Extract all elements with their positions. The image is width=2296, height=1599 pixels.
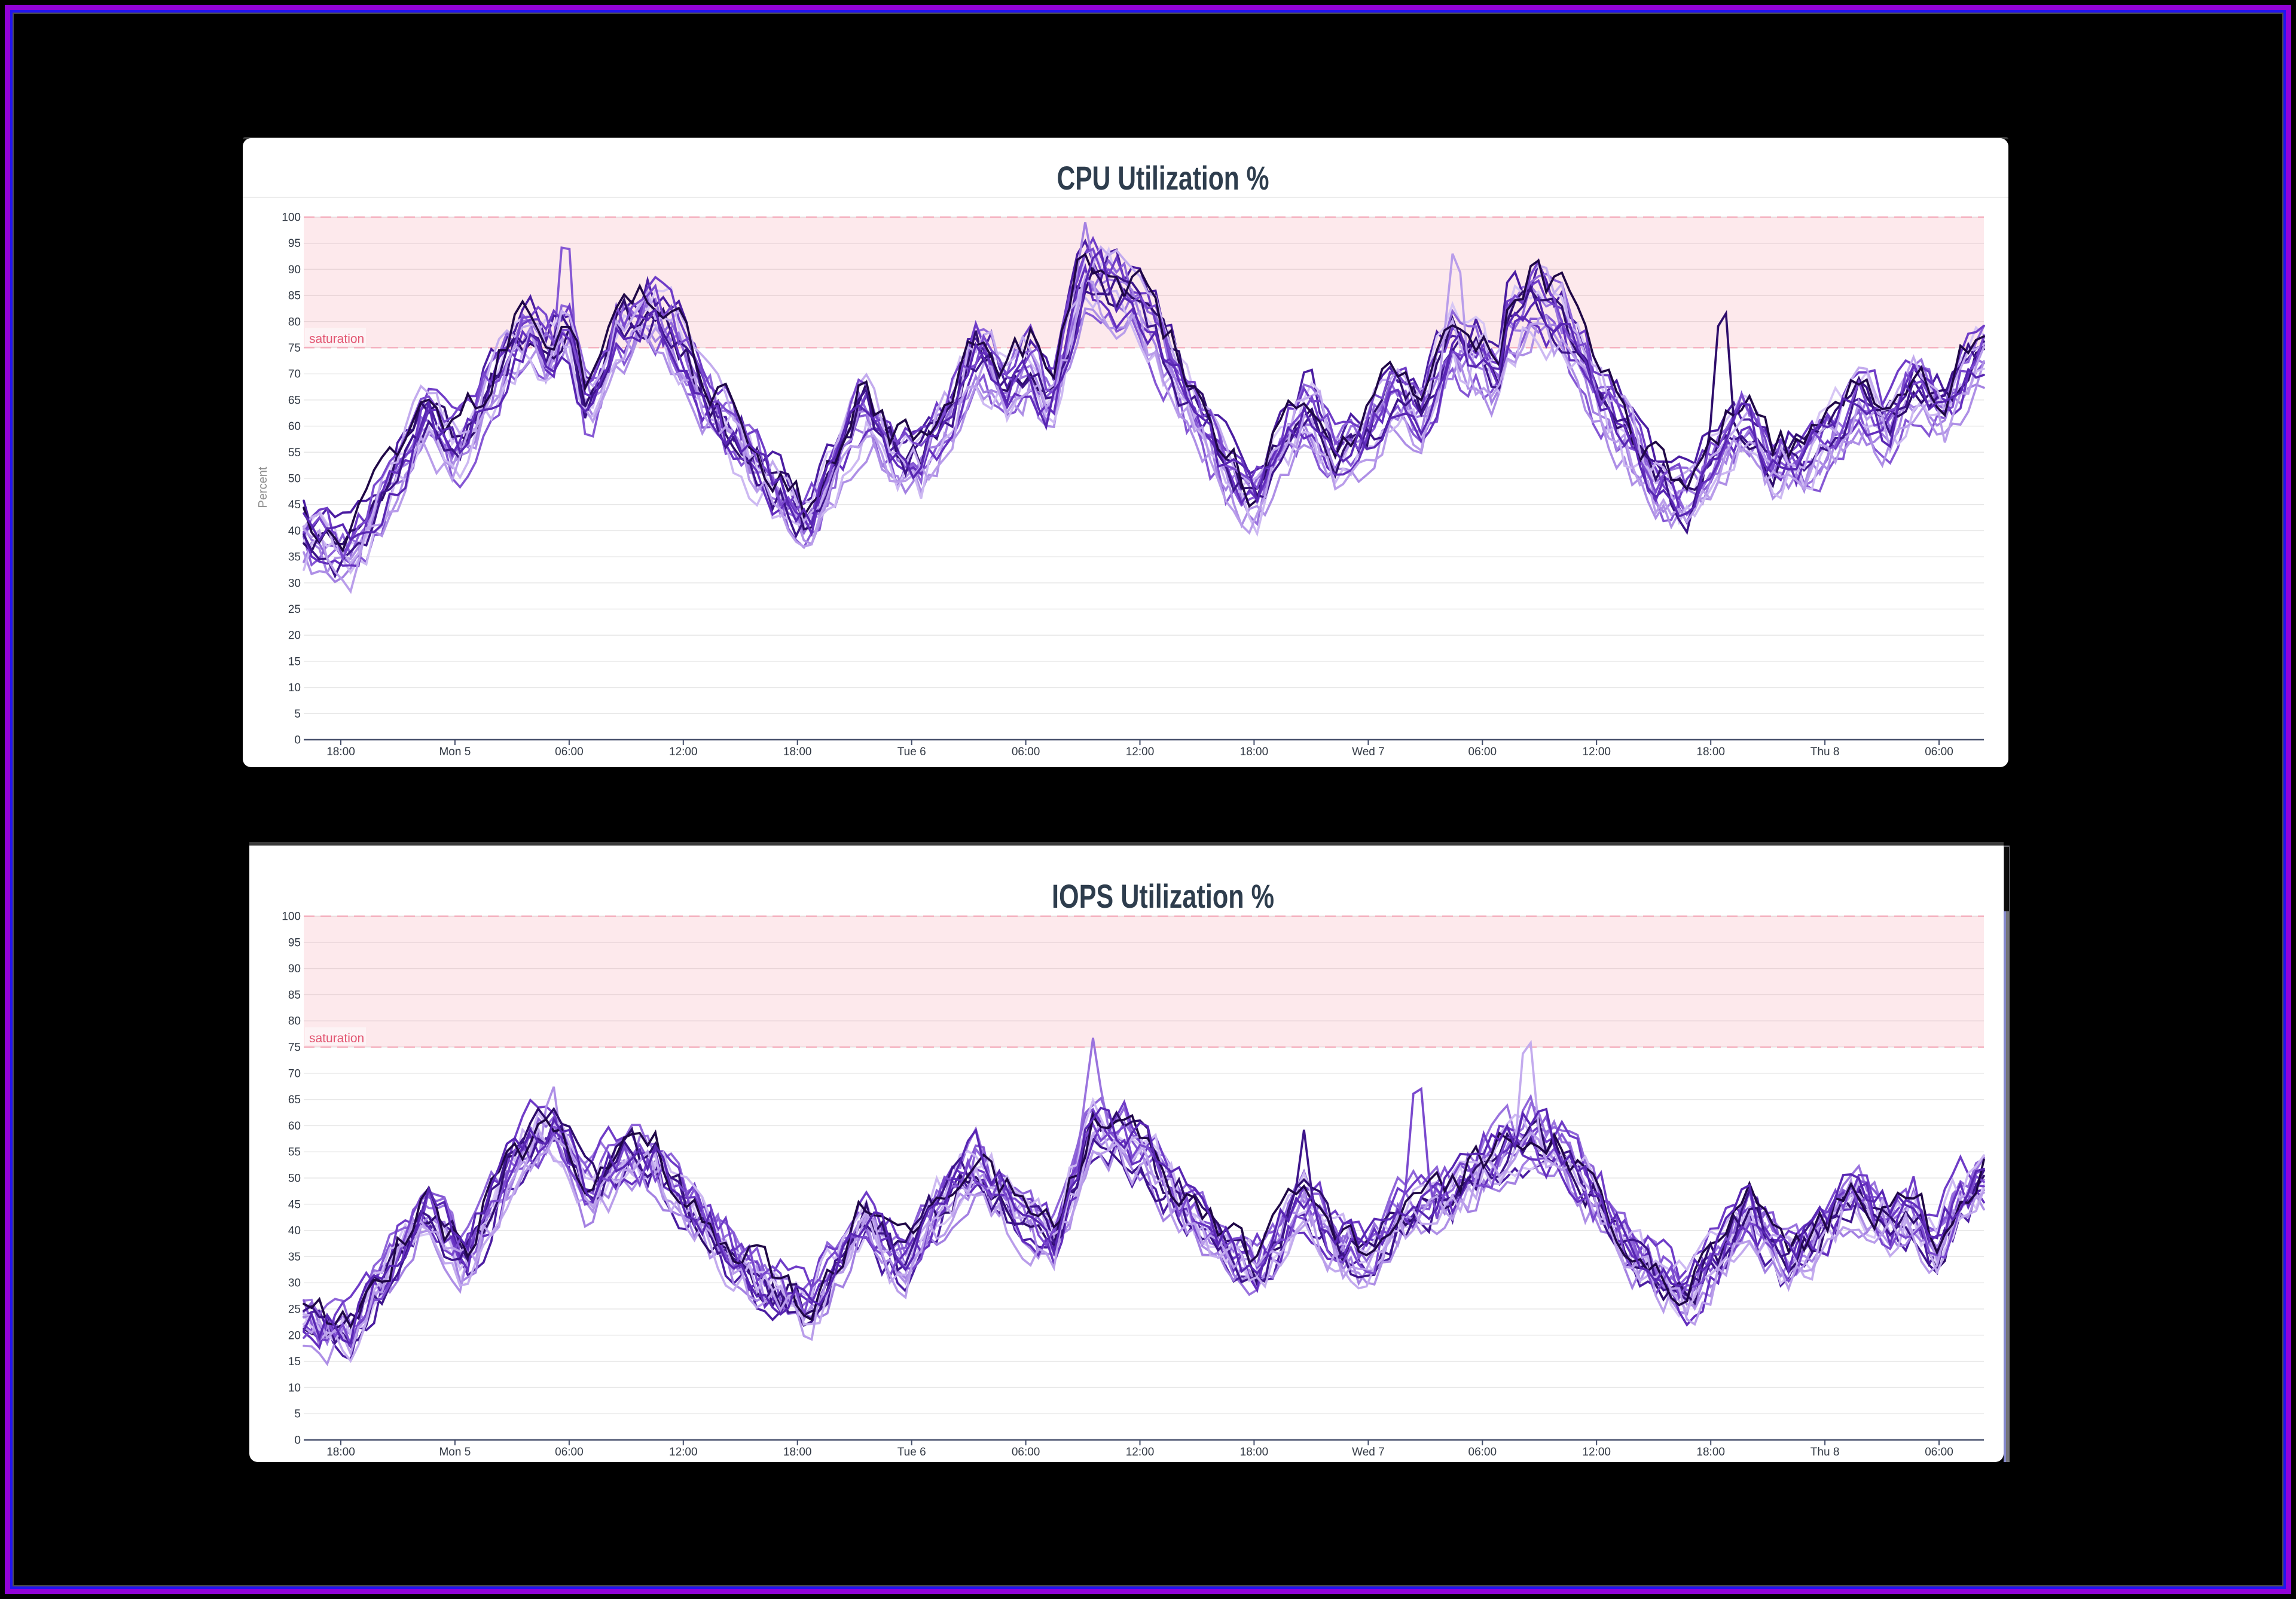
svg-text:06:00: 06:00: [1468, 746, 1497, 758]
svg-text:55: 55: [288, 447, 301, 459]
svg-text:Tue 6: Tue 6: [897, 746, 926, 758]
svg-text:Percent: Percent: [257, 466, 270, 508]
svg-text:5: 5: [294, 708, 301, 721]
svg-text:12:00: 12:00: [669, 746, 698, 758]
svg-text:0: 0: [294, 1435, 301, 1447]
svg-text:85: 85: [288, 290, 301, 303]
svg-text:06:00: 06:00: [1925, 1446, 1953, 1458]
svg-text:Tue 6: Tue 6: [897, 1446, 926, 1458]
svg-text:70: 70: [288, 368, 301, 381]
svg-text:IOPS Utilization %: IOPS Utilization %: [1052, 877, 1274, 915]
svg-text:18:00: 18:00: [1240, 1446, 1269, 1458]
svg-text:06:00: 06:00: [1468, 1446, 1497, 1458]
svg-text:85: 85: [288, 989, 301, 1002]
svg-text:70: 70: [288, 1067, 301, 1080]
svg-text:60: 60: [288, 1120, 301, 1133]
svg-text:Mon 5: Mon 5: [439, 746, 471, 758]
svg-text:15: 15: [288, 655, 301, 668]
svg-text:95: 95: [288, 936, 301, 949]
svg-text:95: 95: [288, 237, 301, 250]
svg-text:18:00: 18:00: [326, 746, 355, 758]
svg-text:65: 65: [288, 394, 301, 407]
svg-text:18:00: 18:00: [1696, 746, 1725, 758]
svg-text:18:00: 18:00: [1240, 746, 1269, 758]
svg-text:25: 25: [288, 603, 301, 616]
svg-text:Mon 5: Mon 5: [439, 1446, 471, 1458]
svg-text:06:00: 06:00: [555, 746, 584, 758]
svg-text:20: 20: [288, 1329, 301, 1342]
svg-text:55: 55: [288, 1146, 301, 1159]
svg-text:35: 35: [288, 1251, 301, 1264]
svg-text:saturation: saturation: [309, 1032, 364, 1045]
svg-text:50: 50: [288, 1173, 301, 1185]
svg-text:5: 5: [294, 1408, 301, 1421]
svg-text:50: 50: [288, 473, 301, 486]
svg-text:CPU Utilization %: CPU Utilization %: [1057, 159, 1269, 197]
svg-text:75: 75: [288, 1042, 301, 1054]
svg-text:45: 45: [288, 499, 301, 511]
svg-text:18:00: 18:00: [1696, 1446, 1725, 1458]
svg-text:35: 35: [288, 551, 301, 564]
svg-text:12:00: 12:00: [1126, 746, 1155, 758]
svg-text:10: 10: [288, 1382, 301, 1394]
svg-text:80: 80: [288, 316, 301, 328]
svg-text:Wed 7: Wed 7: [1352, 746, 1385, 758]
svg-text:100: 100: [282, 911, 301, 923]
svg-text:0: 0: [294, 734, 301, 747]
svg-text:75: 75: [288, 342, 301, 355]
svg-text:20: 20: [288, 630, 301, 642]
svg-text:18:00: 18:00: [326, 1446, 355, 1458]
svg-text:Thu 8: Thu 8: [1810, 1446, 1840, 1458]
svg-text:06:00: 06:00: [555, 1446, 584, 1458]
svg-text:90: 90: [288, 963, 301, 975]
svg-text:100: 100: [282, 212, 301, 224]
svg-text:12:00: 12:00: [669, 1446, 698, 1458]
svg-text:15: 15: [288, 1356, 301, 1368]
svg-text:45: 45: [288, 1198, 301, 1211]
svg-text:40: 40: [288, 1225, 301, 1237]
svg-text:12:00: 12:00: [1582, 1446, 1611, 1458]
svg-text:30: 30: [288, 1277, 301, 1290]
svg-text:saturation: saturation: [309, 332, 364, 346]
svg-text:06:00: 06:00: [1925, 746, 1953, 758]
svg-text:06:00: 06:00: [1012, 746, 1040, 758]
svg-text:40: 40: [288, 525, 301, 538]
svg-text:Thu 8: Thu 8: [1810, 746, 1840, 758]
svg-text:18:00: 18:00: [783, 1446, 812, 1458]
svg-text:65: 65: [288, 1094, 301, 1106]
svg-text:25: 25: [288, 1304, 301, 1316]
svg-text:60: 60: [288, 420, 301, 433]
svg-text:90: 90: [288, 264, 301, 276]
svg-text:06:00: 06:00: [1012, 1446, 1040, 1458]
svg-text:Wed 7: Wed 7: [1352, 1446, 1385, 1458]
svg-text:30: 30: [288, 577, 301, 590]
svg-text:10: 10: [288, 682, 301, 694]
svg-text:12:00: 12:00: [1126, 1446, 1155, 1458]
svg-text:12:00: 12:00: [1582, 746, 1611, 758]
svg-text:80: 80: [288, 1015, 301, 1028]
svg-text:18:00: 18:00: [783, 746, 812, 758]
